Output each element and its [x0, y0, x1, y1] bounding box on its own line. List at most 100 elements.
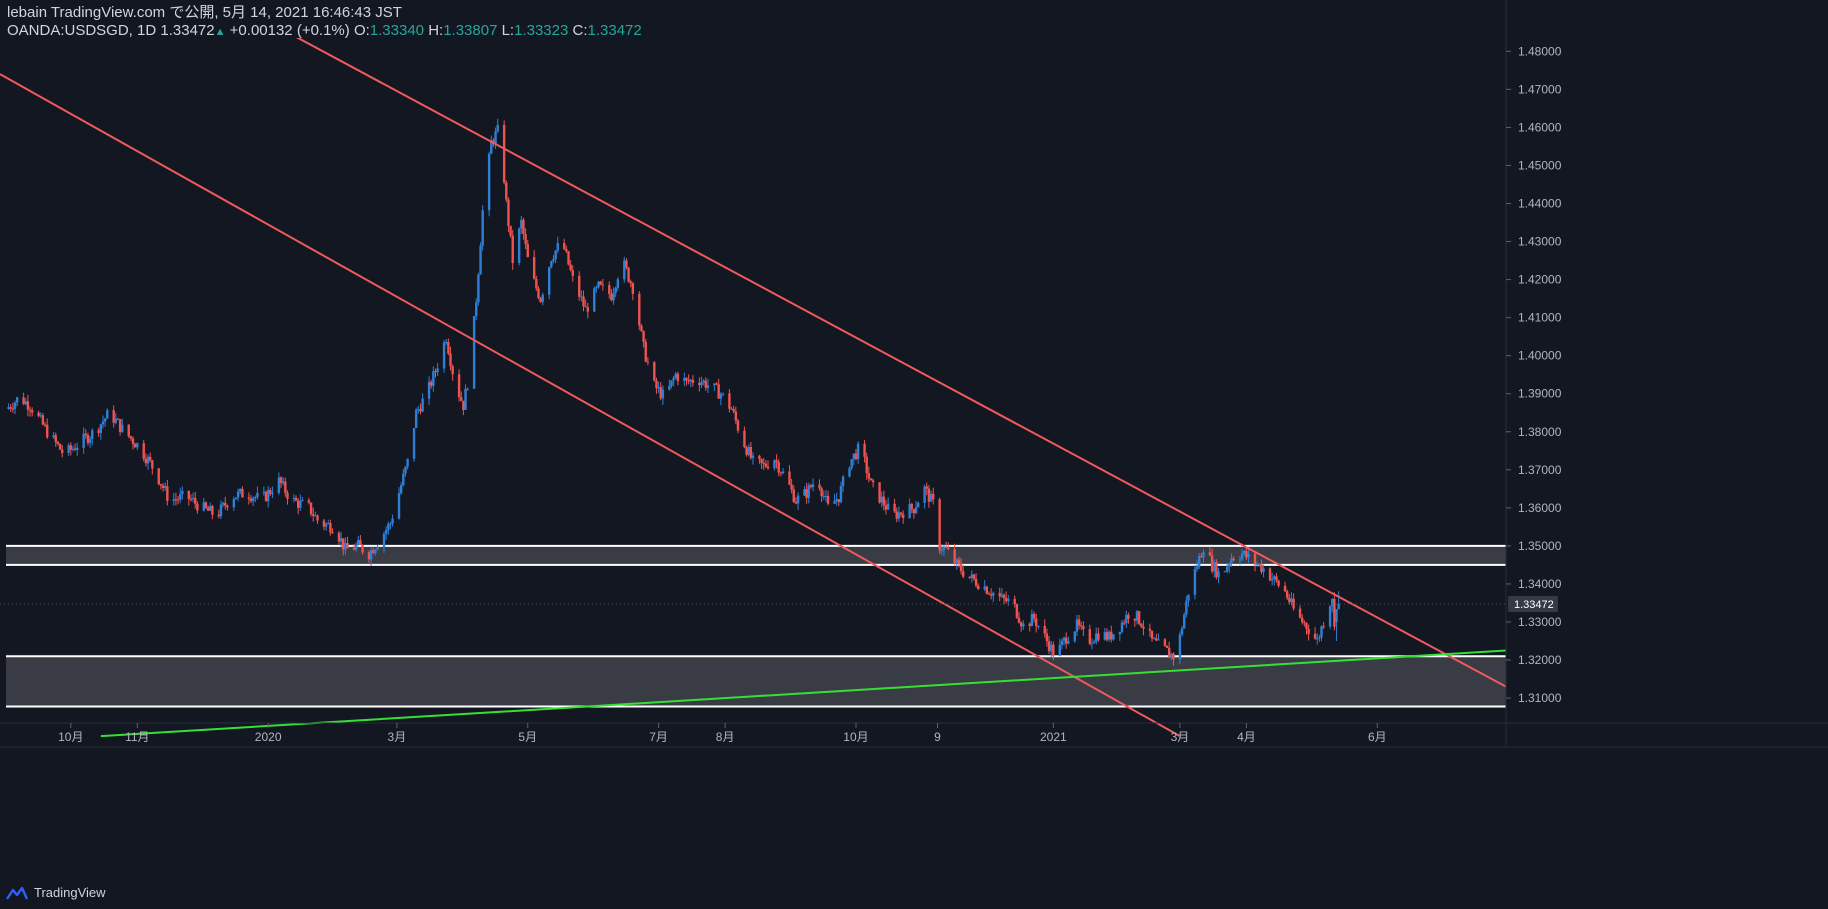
candle-body [524, 234, 527, 244]
price-tick-label: 1.31000 [1518, 691, 1562, 705]
candle-body [788, 471, 791, 485]
candle-body [281, 481, 285, 484]
candle-body [880, 496, 883, 503]
candle-body [1290, 598, 1293, 603]
tradingview-watermark[interactable]: TradingView [6, 885, 106, 900]
candle-body [7, 407, 10, 409]
candle-body [925, 486, 928, 489]
candle-body [760, 458, 763, 463]
candle-body [204, 502, 208, 508]
candle-body [578, 275, 581, 297]
candle-body [1247, 553, 1250, 558]
candle-body [1187, 594, 1190, 601]
candle-body [254, 497, 257, 499]
candle-body [556, 243, 559, 251]
candle-body [867, 473, 871, 479]
candle-body [552, 259, 555, 262]
candle-body [631, 283, 635, 294]
candle-body [292, 497, 296, 499]
candle-body [41, 415, 45, 425]
candle-body [1200, 555, 1203, 558]
candle-body [387, 523, 390, 530]
time-tick-label: 5月 [518, 730, 537, 744]
candle-body [472, 316, 476, 389]
candle-body [1090, 643, 1094, 645]
candle-body [129, 436, 133, 439]
candle-body [82, 433, 85, 448]
candle-body [983, 586, 986, 590]
candle-body [535, 278, 538, 289]
candle-body [399, 485, 403, 494]
candle-body [736, 420, 740, 431]
candle-body [623, 260, 626, 280]
candle-body [886, 503, 890, 510]
candle-body [685, 378, 688, 380]
candle-body [1082, 626, 1085, 630]
time-tick-label: 2020 [255, 730, 282, 744]
price-tick-label: 1.34000 [1518, 577, 1562, 591]
candle-body [1105, 632, 1109, 640]
candle-body [869, 478, 873, 481]
candle-body [294, 497, 298, 501]
candle-body [899, 512, 903, 515]
candle-body [1215, 562, 1218, 578]
candle-body [1163, 639, 1167, 646]
candle-body [955, 559, 959, 564]
candle-body [1015, 604, 1019, 618]
candle-body [121, 424, 124, 432]
candle-body [507, 199, 510, 226]
candle-body [1307, 628, 1310, 634]
candle-body [914, 507, 918, 514]
candle-body [367, 552, 371, 560]
horizontal-zones [6, 544, 1506, 708]
open-value: 1.33340 [369, 22, 425, 39]
candle-body [479, 245, 482, 275]
candle-body [792, 489, 795, 502]
candle-body [1080, 625, 1083, 627]
candle-body [1268, 568, 1272, 581]
price-tick-label: 1.37000 [1518, 463, 1562, 477]
candle-body [1208, 552, 1212, 556]
candle-body [580, 296, 583, 298]
candle-body [597, 281, 600, 288]
symbol-label: OANDA:USDSGD, 1D [7, 22, 157, 39]
candle-body [234, 497, 238, 500]
candle-body [505, 182, 508, 200]
candle-body [547, 267, 551, 295]
candle-body [43, 424, 47, 426]
tradingview-logo-icon [6, 886, 28, 900]
time-tick-label: 11月 [125, 730, 149, 744]
close-label: C: [572, 22, 588, 39]
candle-body [430, 381, 433, 386]
time-axis[interactable]: 10月 11月 2020 3月 5月 7月 8月 10月 9 2021 3月 4月 6月 [0, 722, 1828, 748]
candle-body [1052, 644, 1055, 656]
candle-body [1225, 566, 1229, 572]
price-tick-label: 1.44000 [1518, 196, 1562, 210]
candle-body [884, 505, 888, 510]
candle-body [537, 288, 540, 298]
candle-body [1255, 564, 1259, 566]
candle-body [239, 488, 242, 492]
candle-body [856, 443, 860, 460]
candle-body [249, 498, 253, 502]
candle-body [427, 381, 431, 399]
candle-body [1337, 604, 1340, 610]
candle-body [1270, 578, 1274, 581]
price-tick-label: 1.36000 [1518, 501, 1562, 515]
candle-body [1195, 566, 1199, 570]
candle-body [1088, 629, 1092, 644]
price-tick-label: 1.40000 [1518, 349, 1562, 363]
candle-body [101, 421, 105, 425]
candle-body [642, 330, 645, 342]
candle-body [22, 397, 25, 405]
candle-body [346, 543, 349, 549]
candle-body [174, 499, 178, 501]
candle-body [721, 393, 725, 395]
price-axis[interactable]: 1.31000 1.32000 1.33000 1.34000 1.35000 1.360… [0, 0, 1562, 747]
candle-body [256, 492, 259, 498]
brand-label: TradingView [34, 885, 106, 900]
candle-body [1300, 617, 1304, 623]
candle-body [247, 497, 251, 499]
candle-body [550, 261, 553, 268]
